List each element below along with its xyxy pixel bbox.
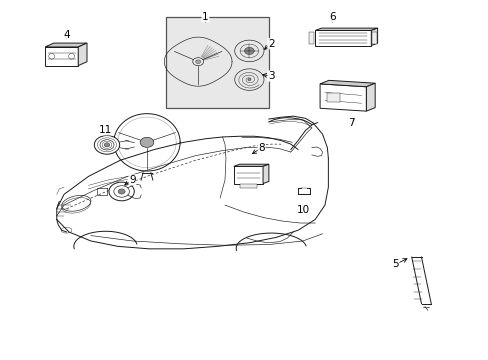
Polygon shape [315,28,377,31]
Circle shape [244,47,254,54]
Polygon shape [45,43,87,47]
Polygon shape [366,83,374,111]
Text: 11: 11 [99,125,112,135]
Circle shape [94,135,120,154]
Text: 8: 8 [258,143,264,153]
Polygon shape [320,80,374,87]
Polygon shape [263,164,268,184]
Text: 2: 2 [267,39,274,49]
Text: 10: 10 [296,206,309,216]
Text: 7: 7 [348,118,354,128]
Bar [166,17,268,108]
Circle shape [104,143,110,147]
Circle shape [109,182,134,201]
Bar [315,31,370,45]
Bar [45,47,78,66]
Bar [233,166,263,184]
Circle shape [247,78,250,81]
Text: 3: 3 [267,71,274,81]
Polygon shape [370,28,377,45]
Circle shape [140,137,154,147]
Polygon shape [320,84,366,111]
Polygon shape [78,43,87,66]
Bar [309,32,314,44]
Bar [239,184,257,188]
Text: 5: 5 [391,259,398,269]
Circle shape [195,60,200,63]
Text: 6: 6 [328,12,335,22]
Text: 4: 4 [63,30,70,40]
Text: 9: 9 [129,175,135,185]
Polygon shape [233,164,268,166]
Bar [371,32,376,44]
Bar [327,93,339,102]
Text: 1: 1 [202,12,208,22]
Circle shape [118,189,125,194]
